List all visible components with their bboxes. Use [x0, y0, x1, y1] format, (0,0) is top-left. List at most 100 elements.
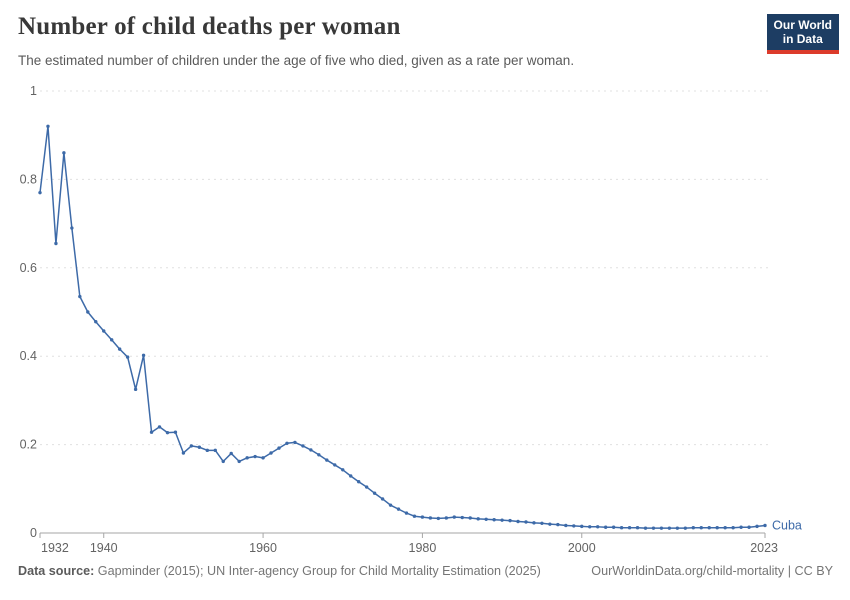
data-point[interactable] — [341, 468, 345, 472]
data-point[interactable] — [110, 338, 114, 342]
data-point[interactable] — [643, 526, 648, 530]
data-point[interactable] — [380, 497, 385, 501]
data-point[interactable] — [269, 451, 273, 455]
data-point[interactable] — [500, 518, 504, 522]
data-point[interactable] — [627, 525, 632, 530]
data-point[interactable] — [349, 474, 353, 478]
data-point[interactable] — [468, 516, 472, 520]
data-point[interactable] — [556, 522, 560, 527]
data-point[interactable] — [603, 525, 608, 529]
data-line[interactable] — [39, 125, 766, 529]
data-point[interactable] — [237, 459, 241, 464]
data-point[interactable] — [261, 456, 265, 460]
data-point[interactable] — [141, 353, 146, 358]
data-point[interactable] — [293, 440, 297, 445]
data-point[interactable] — [333, 463, 337, 467]
y-tick-label: 1 — [30, 84, 37, 98]
data-point[interactable] — [611, 525, 616, 529]
data-point[interactable] — [659, 526, 664, 530]
data-point[interactable] — [181, 451, 186, 455]
data-point[interactable] — [683, 526, 688, 530]
data-point[interactable] — [492, 518, 496, 522]
data-point[interactable] — [277, 446, 281, 450]
data-point[interactable] — [197, 445, 202, 449]
data-point[interactable] — [205, 448, 210, 453]
data-point[interactable] — [420, 515, 425, 519]
data-point[interactable] — [707, 525, 711, 530]
data-point[interactable] — [691, 525, 695, 530]
data-point[interactable] — [747, 525, 751, 529]
data-point[interactable] — [412, 514, 417, 518]
data-point[interactable] — [436, 516, 441, 521]
data-point[interactable] — [580, 524, 584, 529]
data-point[interactable] — [38, 190, 42, 195]
chart-subtitle: The estimated number of children under t… — [18, 53, 575, 68]
data-point[interactable] — [149, 430, 154, 434]
data-point[interactable] — [117, 347, 122, 351]
data-point[interactable] — [253, 454, 257, 459]
data-point[interactable] — [404, 511, 409, 515]
data-point[interactable] — [532, 521, 536, 525]
data-point[interactable] — [723, 525, 727, 530]
data-point[interactable] — [364, 485, 369, 489]
data-point[interactable] — [548, 522, 552, 526]
data-point[interactable] — [460, 515, 464, 520]
data-point[interactable] — [317, 453, 321, 457]
data-point[interactable] — [372, 491, 377, 495]
x-tick-label: 1940 — [90, 541, 118, 555]
data-point[interactable] — [763, 523, 767, 528]
data-point[interactable] — [619, 525, 624, 530]
data-point[interactable] — [213, 448, 217, 453]
series-end-label[interactable]: Cuba — [772, 518, 802, 532]
data-point[interactable] — [675, 526, 680, 530]
data-point[interactable] — [428, 516, 433, 520]
data-point[interactable] — [651, 526, 656, 530]
data-point[interactable] — [564, 523, 568, 528]
data-point[interactable] — [54, 241, 58, 246]
data-point[interactable] — [388, 503, 393, 507]
data-point[interactable] — [46, 124, 50, 129]
data-point[interactable] — [356, 480, 361, 484]
data-point[interactable] — [635, 525, 640, 530]
data-point[interactable] — [301, 444, 305, 448]
data-point[interactable] — [588, 525, 592, 529]
data-point[interactable] — [755, 524, 759, 529]
data-point[interactable] — [699, 525, 703, 530]
data-point[interactable] — [102, 329, 106, 333]
data-point[interactable] — [396, 507, 401, 511]
data-point[interactable] — [125, 355, 130, 359]
data-point[interactable] — [516, 519, 520, 524]
data-point[interactable] — [444, 516, 449, 520]
data-point[interactable] — [731, 525, 735, 530]
data-point[interactable] — [325, 458, 329, 462]
data-point[interactable] — [189, 444, 194, 448]
data-point[interactable] — [739, 525, 743, 529]
data-point[interactable] — [667, 526, 672, 530]
data-point[interactable] — [285, 441, 289, 445]
data-point[interactable] — [70, 226, 74, 230]
data-point[interactable] — [94, 320, 98, 324]
data-point[interactable] — [572, 524, 576, 528]
data-point[interactable] — [309, 448, 313, 452]
data-point[interactable] — [229, 451, 233, 456]
data-point[interactable] — [476, 517, 480, 521]
footer-link[interactable]: OurWorldinData.org/child-mortality | CC … — [591, 564, 833, 578]
data-point[interactable] — [715, 525, 719, 530]
data-point[interactable] — [86, 310, 90, 314]
data-point[interactable] — [524, 520, 528, 524]
data-point[interactable] — [62, 151, 66, 155]
data-point[interactable] — [452, 515, 456, 519]
page-title: Number of child deaths per woman — [18, 13, 401, 40]
data-point[interactable] — [245, 456, 249, 460]
data-point[interactable] — [508, 518, 512, 523]
data-point[interactable] — [484, 517, 488, 521]
data-point[interactable] — [221, 459, 225, 464]
data-point[interactable] — [78, 294, 82, 299]
data-point[interactable] — [540, 521, 544, 525]
data-point[interactable] — [133, 387, 138, 392]
data-point[interactable] — [173, 430, 178, 434]
data-point[interactable] — [157, 425, 162, 429]
data-point[interactable] — [165, 430, 170, 435]
owid-logo[interactable]: Our World in Data — [766, 14, 839, 54]
data-point[interactable] — [595, 525, 600, 529]
